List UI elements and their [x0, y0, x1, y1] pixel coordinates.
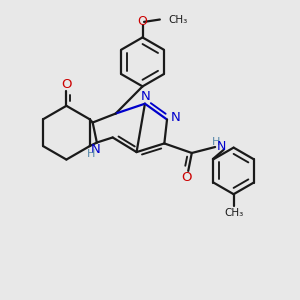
Text: N: N [91, 142, 101, 156]
Text: N: N [217, 140, 226, 153]
Text: O: O [61, 78, 72, 91]
Text: CH₃: CH₃ [168, 14, 188, 25]
Text: O: O [138, 15, 148, 28]
Text: H: H [87, 149, 95, 160]
Text: CH₃: CH₃ [224, 208, 243, 218]
Text: N: N [170, 111, 180, 124]
Text: O: O [182, 171, 192, 184]
Text: H: H [212, 136, 220, 147]
Text: N: N [141, 90, 150, 103]
